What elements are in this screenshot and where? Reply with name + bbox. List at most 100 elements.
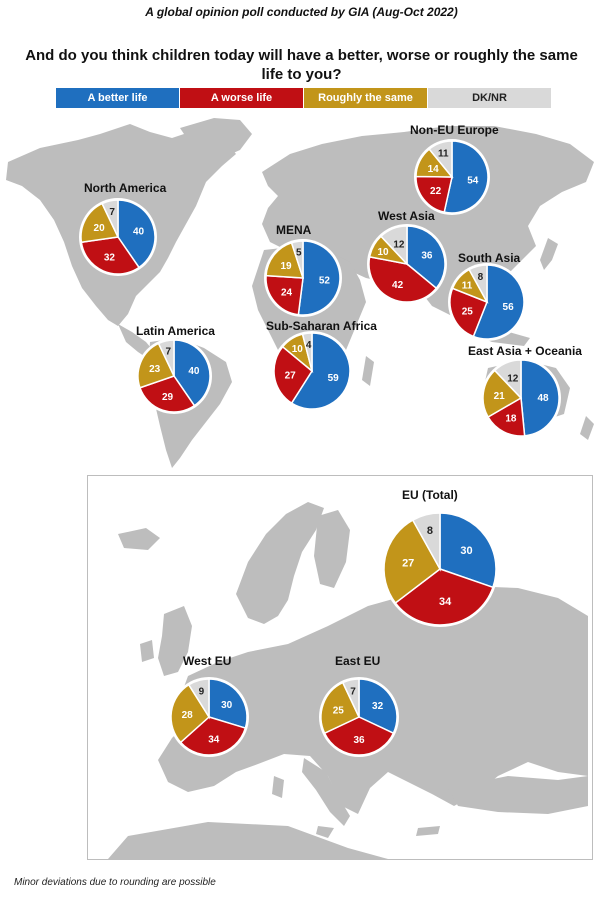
pie-east-eu: 32 36 25 7 East EU <box>319 654 399 757</box>
pie-slice-dknr <box>428 140 453 180</box>
pie-slice-better <box>117 199 156 269</box>
british-isles-landmass <box>140 606 192 676</box>
pie-slice-better <box>472 264 525 340</box>
pie-slice-better <box>208 678 248 730</box>
pie-slice-label-better: 56 <box>503 302 515 313</box>
pie-slice-worse <box>368 256 438 303</box>
pie-slice-worse <box>394 568 494 626</box>
pie-slice-better <box>173 339 211 407</box>
pie-slice-label-better: 40 <box>133 227 145 238</box>
legend-item-same: Roughly the same <box>304 88 427 108</box>
pie-slice-label-same: 20 <box>94 223 106 234</box>
pie-slice-better <box>406 225 446 290</box>
footnote: Minor deviations due to rounding are pos… <box>14 877 216 888</box>
italy-landmass <box>302 758 350 826</box>
pie-slice-same <box>383 519 441 604</box>
pie-slice-label-better: 54 <box>467 175 479 186</box>
pie-slice-label-same: 21 <box>494 391 506 402</box>
pie-slice-worse <box>273 345 313 405</box>
region-label-latin-america: Latin America <box>136 324 215 338</box>
pie-slice-better <box>443 140 489 214</box>
region-label-east-eu: East EU <box>335 654 380 668</box>
pie-slice-label-same: 10 <box>377 247 389 258</box>
pie-slice-label-better: 36 <box>421 251 433 262</box>
pie-slice-label-same: 28 <box>182 710 194 721</box>
pie-slice-dknr <box>493 359 522 400</box>
pie-slice-label-better: 59 <box>328 373 340 384</box>
pie-slice-label-same: 14 <box>428 164 440 175</box>
pie-slice-label-worse: 34 <box>208 735 220 746</box>
pie-slice-label-dknr: 11 <box>438 149 449 160</box>
new-zealand-landmass <box>580 416 594 440</box>
pie-slice-label-better: 40 <box>188 366 200 377</box>
chart-question-title: And do you think children today will hav… <box>25 47 578 83</box>
pie-slice-worse <box>323 716 395 756</box>
pie-slice-label-same: 25 <box>333 706 345 717</box>
pie-slice-dknr <box>290 240 304 279</box>
region-label-east-asia-oceania: East Asia + Oceania <box>468 344 582 358</box>
pie-slice-label-better: 30 <box>460 545 472 557</box>
pie-slice-better <box>297 240 341 316</box>
pie-slice-label-worse: 42 <box>392 280 404 291</box>
pie-slice-label-same: 27 <box>402 557 414 569</box>
pie-slice-worse <box>449 287 488 338</box>
region-label-west-asia: West Asia <box>378 209 435 223</box>
pie-slice-label-same: 19 <box>280 261 292 272</box>
pie-west-asia: 36 42 10 12 West Asia <box>367 209 447 304</box>
finland-landmass <box>314 510 350 588</box>
pie-slice-label-dknr: 7 <box>166 347 172 358</box>
pie-slice-dknr <box>341 678 360 718</box>
pie-slice-label-dknr: 12 <box>393 240 405 251</box>
pie-slice-same <box>170 683 210 744</box>
pie-slice-worse <box>80 236 141 275</box>
pie-slice-dknr <box>379 225 408 266</box>
pie-slice-label-same: 10 <box>292 344 304 355</box>
pie-slice-label-dknr: 8 <box>427 525 433 537</box>
pie-slice-same <box>482 369 523 419</box>
pie-slice-worse <box>179 716 247 756</box>
greenland-landmass <box>180 118 252 158</box>
pie-slice-label-dknr: 12 <box>507 374 519 385</box>
legend: A better life A worse life Roughly the s… <box>56 88 552 108</box>
pie-slice-label-dknr: 5 <box>296 248 302 259</box>
eurasia-landmass <box>262 126 594 316</box>
pie-slice-label-better: 52 <box>319 275 331 286</box>
pie-slice-label-dknr: 4 <box>306 340 312 351</box>
pie-slice-label-same: 23 <box>149 364 161 375</box>
pie-slice-dknr <box>301 332 313 372</box>
pie-slice-better <box>439 512 497 589</box>
pie-slice-same <box>320 681 360 735</box>
pie-sub-saharan-africa: 59 27 10 4 Sub-Saharan Africa <box>266 319 377 411</box>
pie-slice-label-better: 30 <box>221 700 233 711</box>
region-label-sub-saharan-africa: Sub-Saharan Africa <box>266 319 377 333</box>
madagascar-landmass <box>362 356 374 386</box>
legend-item-worse: A worse life <box>180 88 303 108</box>
pie-slice-dknr <box>101 199 119 238</box>
pie-slice-label-worse: 29 <box>162 392 174 403</box>
pie-slice-worse <box>487 396 526 437</box>
japan-landmass <box>540 238 558 270</box>
mediterranean-islands <box>272 776 440 838</box>
pie-slice-better <box>520 359 560 437</box>
north-africa-coast <box>108 822 388 859</box>
pie-slice-label-dknr: 7 <box>109 207 115 218</box>
pie-slice-label-worse: 25 <box>462 307 474 318</box>
pie-slice-label-worse: 27 <box>285 370 297 381</box>
pie-latin-america: 40 29 23 7 Latin America <box>136 324 215 414</box>
scandinavia-landmass <box>236 502 324 624</box>
legend-item-dknr: DK/NR <box>428 88 551 108</box>
pie-slice-label-dknr: 9 <box>199 687 205 698</box>
pie-slice-label-better: 48 <box>537 393 549 404</box>
pie-slice-better <box>358 678 398 735</box>
region-label-south-asia: South Asia <box>458 251 521 265</box>
poll-subtitle: A global opinion poll conducted by GIA (… <box>145 5 458 19</box>
region-label-north-america: North America <box>84 181 167 195</box>
pie-slice-dknr <box>157 339 175 377</box>
pie-mena: 52 24 19 5 MENA <box>264 223 342 317</box>
iceland-landmass <box>118 528 160 550</box>
pie-slice-worse <box>415 175 453 214</box>
region-label-west-eu: West EU <box>183 654 231 668</box>
turkey-landmass <box>448 776 588 814</box>
region-label-eu-total: EU (Total) <box>402 488 458 502</box>
